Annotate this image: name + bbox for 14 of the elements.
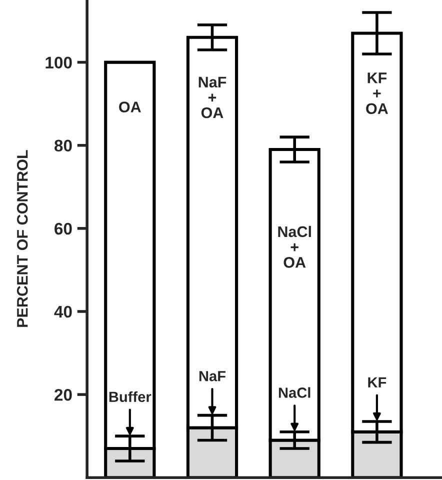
y-tick-label: 40: [54, 306, 72, 318]
annotation: NaCl: [278, 387, 310, 398]
annotation: NaF: [199, 371, 226, 382]
y-tick-label: 80: [54, 140, 72, 152]
y-tick-label: 20: [54, 388, 72, 401]
y-tick-label: 100: [46, 56, 72, 68]
y-axis-title: PERCENT OF CONTROL: [16, 150, 28, 327]
x-tick-label: NaCl + OA: [278, 226, 311, 268]
x-tick-label: OA: [119, 102, 141, 112]
annotation: Buffer: [109, 391, 152, 402]
x-tick-label: KF + OA: [366, 72, 388, 114]
annotation: KF: [368, 377, 386, 388]
x-tick-label: NaF + OA: [198, 76, 226, 118]
y-tick-label: 60: [54, 222, 72, 235]
